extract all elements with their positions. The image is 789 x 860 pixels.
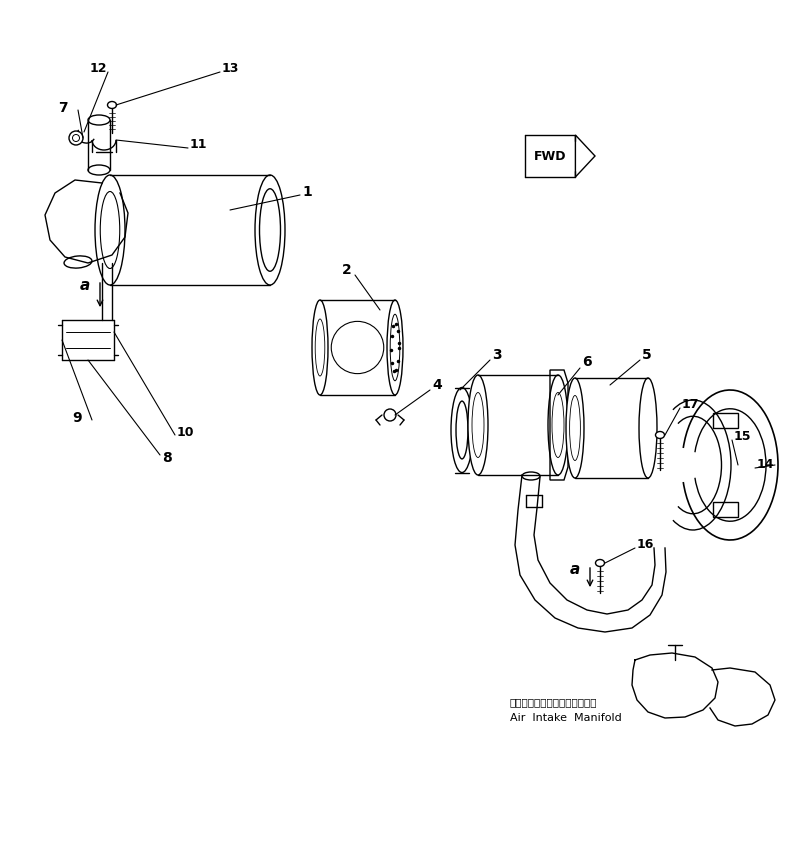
Ellipse shape [596, 560, 604, 567]
Text: FWD: FWD [534, 150, 567, 163]
Text: 2: 2 [342, 263, 352, 277]
Text: 14: 14 [757, 458, 775, 471]
Text: 8: 8 [162, 451, 172, 465]
Ellipse shape [566, 378, 584, 478]
Text: 13: 13 [222, 62, 239, 75]
Ellipse shape [451, 388, 473, 472]
Text: 7: 7 [58, 101, 68, 115]
Ellipse shape [656, 432, 664, 439]
Ellipse shape [95, 175, 125, 285]
Ellipse shape [88, 115, 110, 125]
Ellipse shape [522, 472, 540, 480]
Text: 1: 1 [302, 185, 312, 199]
Text: 4: 4 [432, 378, 442, 392]
Text: 11: 11 [190, 138, 208, 151]
Text: a: a [80, 278, 90, 292]
Ellipse shape [456, 401, 468, 459]
Ellipse shape [312, 300, 328, 395]
Text: 10: 10 [177, 426, 195, 439]
Text: 12: 12 [90, 62, 107, 75]
Text: 16: 16 [637, 538, 654, 550]
Ellipse shape [387, 300, 403, 395]
Text: 15: 15 [734, 429, 751, 443]
Ellipse shape [468, 375, 488, 475]
Text: Air  Intake  Manifold: Air Intake Manifold [510, 713, 622, 723]
Circle shape [384, 409, 396, 421]
Text: 17: 17 [682, 397, 700, 410]
Ellipse shape [107, 101, 117, 108]
Ellipse shape [639, 378, 657, 478]
Text: 9: 9 [72, 411, 81, 425]
Circle shape [73, 134, 80, 142]
Text: 3: 3 [492, 348, 502, 362]
Ellipse shape [88, 165, 110, 175]
Text: エアーインテークマニホールド: エアーインテークマニホールド [510, 697, 597, 707]
Text: a: a [570, 562, 580, 578]
Text: 6: 6 [582, 355, 592, 369]
Ellipse shape [64, 256, 92, 268]
Circle shape [69, 131, 83, 145]
Text: 5: 5 [642, 348, 652, 362]
Ellipse shape [255, 175, 285, 285]
Ellipse shape [548, 375, 568, 475]
